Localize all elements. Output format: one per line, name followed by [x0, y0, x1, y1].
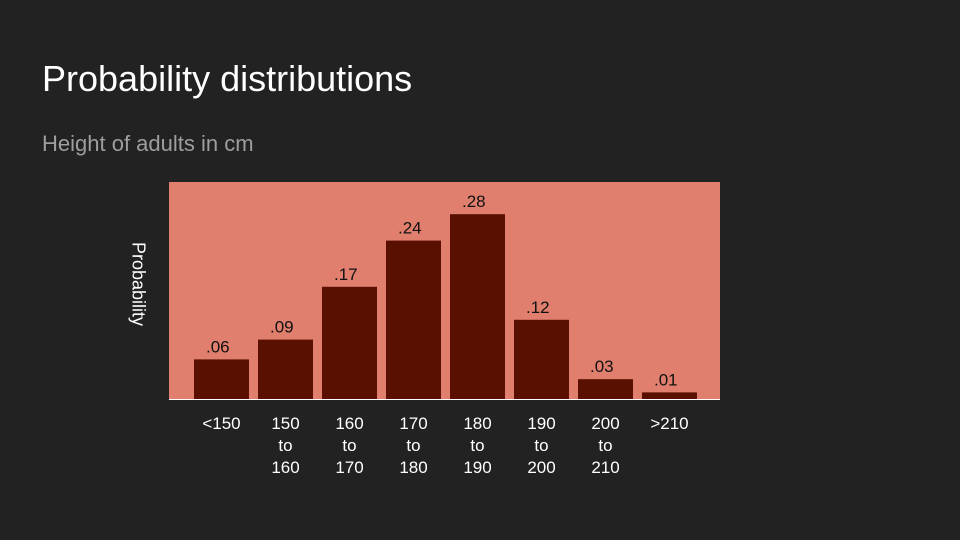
x-tick-line: 160	[271, 458, 299, 477]
x-tick-line: 170	[399, 414, 427, 433]
bar-4	[386, 240, 441, 399]
x-tick-line: >210	[650, 414, 688, 433]
slide-subtitle: Height of adults in cm	[42, 131, 254, 156]
data-labels-group: .06 .09 .17 .24 .28 .12 .03 .01	[206, 192, 678, 389]
data-label-2: .09	[270, 318, 294, 337]
x-tick-labels-group: <150 150 to 160 160 to 170 170 to 180 180 to 190 190 t…	[202, 414, 688, 477]
bar-7	[578, 379, 633, 399]
x-tick-line: to	[598, 436, 612, 455]
x-tick-line: 150	[271, 414, 299, 433]
data-label-1: .06	[206, 337, 230, 356]
x-tick-label-6: 190 to 200	[527, 414, 555, 477]
x-tick-label-1: <150	[202, 414, 240, 433]
x-tick-line: 160	[335, 414, 363, 433]
x-tick-label-5: 180 to 190	[463, 414, 491, 477]
slide-title: Probability distributions	[42, 58, 413, 99]
data-label-5: .28	[462, 192, 486, 211]
bar-2	[258, 339, 313, 399]
bar-8	[642, 392, 697, 399]
x-tick-line: 200	[591, 414, 619, 433]
data-label-7: .03	[590, 357, 614, 376]
x-tick-line: to	[534, 436, 548, 455]
x-tick-line: 190	[527, 414, 555, 433]
bar-1	[194, 359, 249, 399]
bars-group	[194, 214, 697, 399]
plot-area	[169, 182, 720, 399]
x-tick-line: 200	[527, 458, 555, 477]
x-tick-line: to	[342, 436, 356, 455]
bar-5	[450, 214, 505, 399]
x-tick-line: 190	[463, 458, 491, 477]
x-tick-line: 210	[591, 458, 619, 477]
x-tick-line: 180	[463, 414, 491, 433]
x-tick-label-8: >210	[650, 414, 688, 433]
data-label-3: .17	[334, 265, 358, 284]
x-tick-line: to	[406, 436, 420, 455]
x-tick-label-4: 170 to 180	[399, 414, 427, 477]
x-tick-label-3: 160 to 170	[335, 414, 363, 477]
x-tick-line: 170	[335, 458, 363, 477]
bar-3	[322, 286, 377, 399]
x-tick-label-7: 200 to 210	[591, 414, 619, 477]
bar-6	[514, 319, 569, 399]
data-label-4: .24	[398, 219, 422, 238]
data-label-8: .01	[654, 370, 678, 389]
x-tick-line: to	[470, 436, 484, 455]
x-tick-line: <150	[202, 414, 240, 433]
x-tick-line: 180	[399, 458, 427, 477]
x-tick-line: to	[278, 436, 292, 455]
x-tick-label-2: 150 to 160	[271, 414, 299, 477]
data-label-6: .12	[526, 298, 550, 317]
